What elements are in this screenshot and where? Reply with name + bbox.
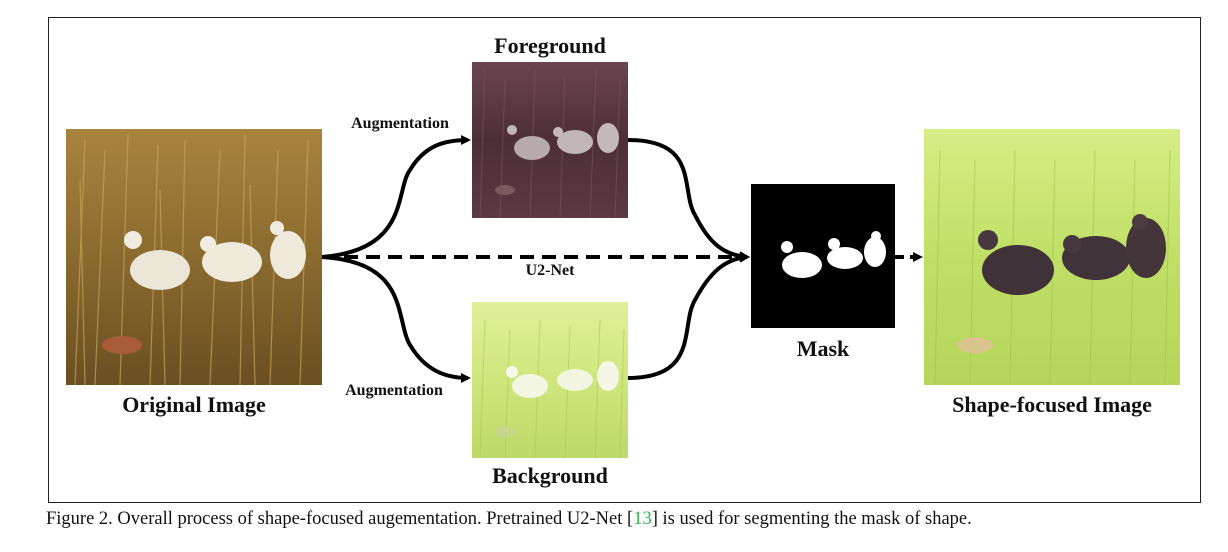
caption-prefix: Figure 2. Overall process of shape-focus…	[46, 509, 634, 529]
mask-label: Mask	[796, 336, 850, 361]
mask-image	[751, 184, 895, 328]
arrow-background-to-mask	[627, 252, 750, 380]
figure-caption: Figure 2. Overall process of shape-focus…	[46, 509, 1226, 530]
original-image-label: Original Image	[122, 392, 266, 417]
augmentation-top-label: Augmentation	[351, 115, 449, 132]
original-image	[66, 129, 322, 386]
foreground-label: Foreground	[494, 33, 606, 58]
figure-frame	[48, 17, 1201, 503]
augmentation-bottom-label: Augmentation	[345, 382, 443, 399]
background-image	[472, 302, 628, 459]
arrow-foreground-to-mask	[627, 138, 750, 262]
citation-link[interactable]: 13	[633, 509, 652, 529]
shape-focused-image	[924, 129, 1180, 386]
arrow-original-to-background	[321, 255, 471, 383]
foreground-image	[472, 62, 628, 219]
background-label: Background	[492, 463, 608, 488]
u2net-label: U2-Net	[525, 262, 575, 279]
shape-focused-image-label: Shape-focused Image	[952, 392, 1152, 417]
caption-suffix: ] is used for segmenting the mask of sha…	[651, 509, 972, 529]
arrow-original-to-foreground	[321, 135, 471, 259]
